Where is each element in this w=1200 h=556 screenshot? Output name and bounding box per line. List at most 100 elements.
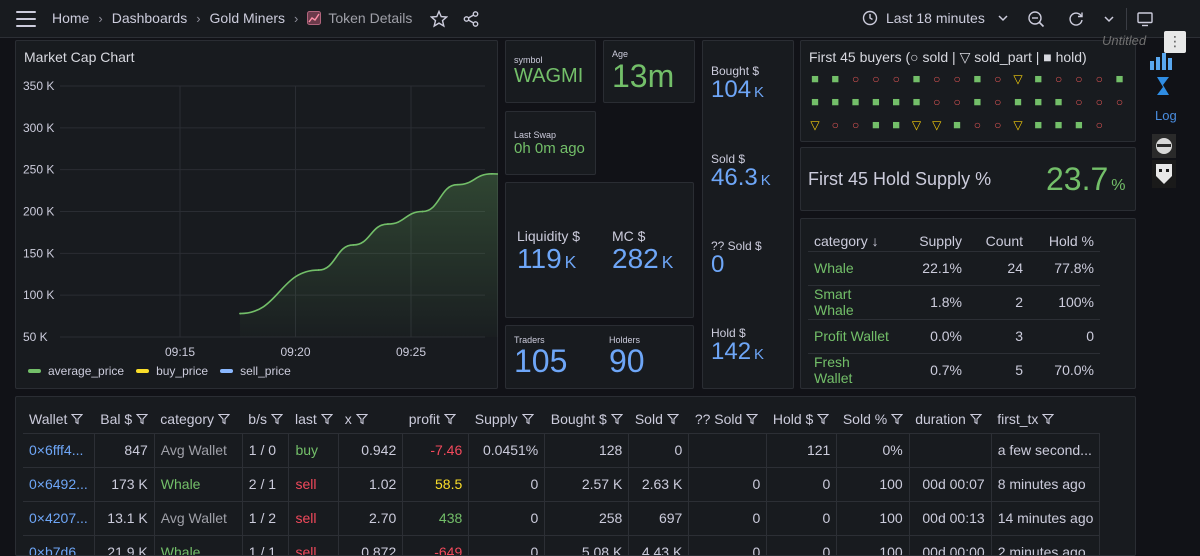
column-header[interactable]: Wallet xyxy=(23,405,94,433)
sold-circle-icon[interactable]: ○ xyxy=(953,72,961,86)
hold-square-icon[interactable]: ■ xyxy=(973,94,982,109)
wallet-address-link[interactable]: 0×b7d6... xyxy=(23,534,95,555)
hold-square-icon[interactable]: ■ xyxy=(953,117,962,132)
log-link[interactable]: Log xyxy=(1155,108,1177,123)
column-header[interactable]: x xyxy=(339,405,403,433)
hold-square-icon[interactable]: ■ xyxy=(892,117,901,132)
table-row[interactable]: 0×4207... 13.1 K Avg Wallet 1 / 2 sell 2.70 43… xyxy=(23,500,1101,535)
breadcrumb-home[interactable]: Home xyxy=(52,10,90,26)
legend-item-sell-price[interactable]: sell_price xyxy=(220,364,291,378)
chevron-down-icon[interactable] xyxy=(1100,10,1118,28)
sold-part-triangle-icon[interactable]: ▽ xyxy=(911,118,922,132)
hold-square-icon[interactable]: ■ xyxy=(1054,117,1063,132)
breadcrumb-dashboards[interactable]: Dashboards xyxy=(111,10,188,26)
hold-square-icon[interactable]: ■ xyxy=(1034,71,1043,86)
hold-square-icon[interactable]: ■ xyxy=(892,94,901,109)
sold-part-triangle-icon[interactable]: ▽ xyxy=(932,118,942,132)
column-header[interactable]: Bal $ xyxy=(94,405,154,433)
col-supply[interactable]: Supply xyxy=(919,232,962,249)
table-row[interactable]: Fresh Wallet 0.7% 5 70.0% xyxy=(808,352,1100,387)
sold-circle-icon[interactable]: ○ xyxy=(994,95,1002,109)
hold-square-icon[interactable]: ■ xyxy=(912,71,921,86)
sold-circle-icon[interactable]: ○ xyxy=(1115,95,1124,109)
sold-circle-icon[interactable]: ○ xyxy=(851,72,860,86)
filter-icon[interactable] xyxy=(136,413,149,425)
table-row[interactable]: Smart Whale 1.8% 2 100% xyxy=(808,284,1100,319)
more-options-icon[interactable]: ⋮ xyxy=(1164,31,1186,53)
share-icon[interactable] xyxy=(462,10,480,28)
col-count[interactable]: Count xyxy=(985,232,1023,249)
filter-icon[interactable] xyxy=(746,413,759,425)
sold-part-triangle-icon[interactable]: ▽ xyxy=(810,118,820,132)
legend-item-buy-price[interactable]: buy_price xyxy=(136,364,208,378)
hold-square-icon[interactable]: ■ xyxy=(1115,71,1124,86)
sold-circle-icon[interactable]: ○ xyxy=(1075,95,1083,109)
hold-square-icon[interactable]: ■ xyxy=(851,94,860,109)
filter-icon[interactable] xyxy=(320,413,333,425)
legend-item-average-price[interactable]: average_price xyxy=(28,364,124,378)
time-range-picker[interactable]: Last 18 minutes xyxy=(862,10,1017,26)
filter-icon[interactable] xyxy=(217,413,230,425)
filter-icon[interactable] xyxy=(443,413,456,425)
filter-icon[interactable] xyxy=(270,413,283,425)
filter-icon[interactable] xyxy=(71,413,84,425)
sold-circle-icon[interactable]: ○ xyxy=(1054,72,1063,86)
hold-square-icon[interactable]: ■ xyxy=(973,71,982,86)
col-category[interactable]: category ↓ xyxy=(814,232,879,249)
sold-circle-icon[interactable]: ○ xyxy=(851,118,860,132)
hold-square-icon[interactable]: ■ xyxy=(811,94,819,109)
column-header[interactable]: category xyxy=(154,405,242,433)
sold-circle-icon[interactable]: ○ xyxy=(973,118,982,132)
sold-circle-icon[interactable]: ○ xyxy=(1095,72,1103,86)
hold-square-icon[interactable]: ■ xyxy=(1074,117,1083,132)
sold-circle-icon[interactable]: ○ xyxy=(1095,118,1103,132)
hold-square-icon[interactable]: ■ xyxy=(871,94,880,109)
sold-circle-icon[interactable]: ○ xyxy=(892,72,900,86)
column-header[interactable]: profit xyxy=(403,405,469,433)
col-hold-pct[interactable]: Hold % xyxy=(1048,232,1094,249)
column-header[interactable]: Sold xyxy=(629,405,689,433)
hold-square-icon[interactable]: ■ xyxy=(1054,94,1063,109)
filter-icon[interactable] xyxy=(610,413,623,425)
sold-circle-icon[interactable]: ○ xyxy=(994,118,1002,132)
column-header[interactable]: Supply xyxy=(469,405,545,433)
hold-square-icon[interactable]: ■ xyxy=(831,94,840,109)
table-row[interactable]: 0×b7d6... 21.9 K Whale 1 / 1 sell 0.872 -649 0 5… xyxy=(23,534,1101,555)
filter-icon[interactable] xyxy=(891,413,904,425)
table-row[interactable]: Whale 22.1% 24 77.8% xyxy=(808,250,1100,285)
hold-square-icon[interactable]: ■ xyxy=(871,117,880,132)
hold-square-icon[interactable]: ■ xyxy=(1034,117,1043,132)
wallet-address-link[interactable]: 0×6fff4... xyxy=(23,432,95,467)
sold-circle-icon[interactable]: ○ xyxy=(933,72,941,86)
hold-square-icon[interactable]: ■ xyxy=(1014,94,1022,109)
market-cap-chart[interactable]: 350 K 300 K 250 K 200 K 150 K 100 K 50 K 09:15 0… xyxy=(15,40,498,389)
star-icon[interactable] xyxy=(430,10,448,28)
column-header[interactable]: b/s xyxy=(242,405,289,433)
sold-part-triangle-icon[interactable]: ▽ xyxy=(1013,118,1023,132)
tv-mode-icon[interactable] xyxy=(1136,10,1154,28)
column-header[interactable]: ?? Sold xyxy=(689,405,767,433)
zoom-out-icon[interactable] xyxy=(1027,10,1045,28)
wallet-address-link[interactable]: 0×6492... xyxy=(23,466,95,501)
hold-square-icon[interactable]: ■ xyxy=(811,71,819,86)
filter-icon[interactable] xyxy=(666,413,679,425)
hold-square-icon[interactable]: ■ xyxy=(1034,94,1043,109)
filter-icon[interactable] xyxy=(521,413,534,425)
sold-circle-icon[interactable]: ○ xyxy=(933,95,941,109)
filter-icon[interactable] xyxy=(355,413,368,425)
table-row[interactable]: Profit Wallet 0.0% 3 0 xyxy=(808,318,1100,353)
sold-circle-icon[interactable]: ○ xyxy=(994,72,1002,86)
column-header[interactable]: last xyxy=(289,405,339,433)
filter-icon[interactable] xyxy=(969,413,982,425)
sold-circle-icon[interactable]: ○ xyxy=(1095,95,1103,109)
sold-part-triangle-icon[interactable]: ▽ xyxy=(1013,72,1023,86)
sold-circle-icon[interactable]: ○ xyxy=(1075,72,1083,86)
column-header[interactable]: duration xyxy=(909,405,991,433)
wallet-address-link[interactable]: 0×4207... xyxy=(23,500,95,535)
hold-square-icon[interactable]: ■ xyxy=(831,71,840,86)
breadcrumb-gold-miners[interactable]: Gold Miners xyxy=(209,10,286,26)
sold-circle-icon[interactable]: ○ xyxy=(831,118,839,132)
table-row[interactable]: 0×6492... 173 K Whale 2 / 1 sell 1.02 58.5 0 2.5… xyxy=(23,466,1101,501)
column-header[interactable]: Sold % xyxy=(837,405,909,433)
column-header[interactable]: Bought $ xyxy=(545,405,629,433)
